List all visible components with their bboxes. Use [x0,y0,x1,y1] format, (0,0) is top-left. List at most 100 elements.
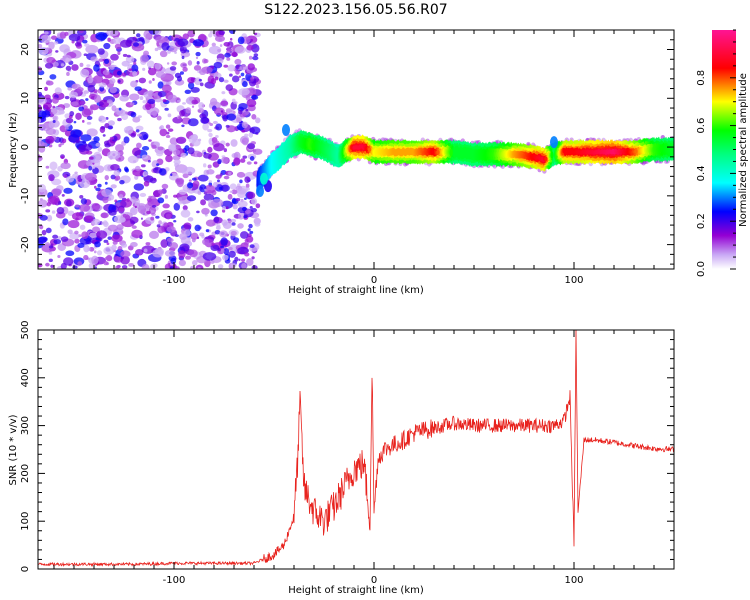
heatmap-blob-cell [550,136,558,149]
heatmap-noise-cell [150,264,156,269]
heatmap-noise-cell [213,216,220,223]
heatmap-noise-cell [106,242,110,246]
heatmap-noise-cell [212,120,218,125]
heatmap-noise-cell [152,249,164,258]
heatmap-noise-cell [54,87,62,95]
heatmap-noise-cell [107,37,111,42]
heatmap-noise-cell [188,179,192,182]
heatmap-noise-cell [93,64,100,72]
heatmap-noise-cell [219,230,228,238]
heatmap-noise-cell [154,62,162,70]
heatmap-noise-cell [223,64,229,68]
heatmap-noise-cell [38,140,45,148]
heatmap-noise-cell [154,47,159,52]
heatmap-noise-cell [104,175,109,181]
heatmap-noise-cell [202,122,209,131]
y-tick-label: -10 [20,188,31,204]
heatmap-noise-cell [45,209,51,213]
heatmap-noise-cell [110,184,117,189]
heatmap-noise-cell [109,86,117,94]
heatmap-ridge-cell [311,142,315,150]
heatmap-noise-cell [191,105,195,108]
heatmap-noise-cell [135,248,144,256]
heatmap-noise-cell [238,88,250,96]
heatmap-noise-cell [211,42,216,47]
heatmap-noise-cell [118,107,122,111]
heatmap-noise-cell [64,95,70,100]
heatmap-noise-cell [85,150,93,155]
heatmap-noise-cell [176,99,181,103]
snr-ticks: -100 0 100 0 100 200 300 400 500 [20,320,675,586]
heatmap-noise-cell [67,87,73,91]
heatmap-noise-cell [249,156,255,161]
heatmap-noise-cell [233,157,241,166]
x-tick-label: 0 [371,275,377,286]
heatmap-noise-cell [147,90,154,97]
heatmap-noise-cell [228,247,233,251]
heatmap-ridge-cell [634,149,638,154]
heatmap-noise-cell [236,171,246,178]
heatmap-noise-cell [97,147,103,153]
heatmap-noise-cell [151,144,157,150]
heatmap-noise-cell [243,197,247,200]
heatmap-noise-cell [156,224,161,228]
heatmap-noise-cell [45,227,52,234]
heatmap-noise-cell [186,195,197,202]
heatmap-noise-cell [109,155,113,160]
heatmap-noise-cell [132,116,141,123]
heatmap-noise-cell [148,195,153,199]
heatmap-noise-cell [104,123,110,129]
heatmap-noise-cell [102,197,109,204]
heatmap-noise-cell [53,239,62,245]
heatmap-noise-cell [177,38,189,47]
heatmap-noise-cell [104,143,111,148]
heatmap-noise-cell [49,161,58,171]
heatmap-noise-cell [117,246,123,251]
heatmap-noise-cell [46,202,51,207]
heatmap-noise-cell [45,135,55,145]
heatmap-noise-cell [71,83,78,89]
heatmap-noise-cell [151,160,159,169]
heatmap-noise-cell [233,237,240,243]
heatmap-noise-cell [56,206,65,215]
heatmap-noise-cell [157,90,167,98]
y-tick-label: 500 [20,320,31,339]
heatmap-noise-cell [173,219,177,223]
heatmap-noise-cell [87,247,91,252]
heatmap-noise-cell [211,198,224,208]
heatmap-noise-cell [80,68,90,78]
heatmap-noise-cell [91,255,99,265]
heatmap-noise-cell [239,231,249,239]
heatmap-noise-cell [122,53,128,58]
heatmap-noise-cell [73,120,77,124]
heatmap-noise-cell [45,47,50,50]
heatmap-noise-cell [48,245,54,249]
heatmap-noise-cell [149,230,159,239]
y-tick-label: 0 [20,566,31,572]
heatmap-noise-cell [199,232,205,237]
heatmap-noise-cell [232,203,238,210]
heatmap-noise-cell [198,102,205,110]
heatmap-noise-cell [215,123,223,131]
heatmap-noise-cell [38,110,47,120]
heatmap-noise-cell [187,76,196,84]
heatmap-noise-cell [179,109,186,117]
heatmap-noise-cell [109,136,115,140]
heatmap-noise-cell [126,54,131,58]
heatmap-noise-cell [104,256,110,260]
heatmap-noise-cell [87,76,94,84]
heatmap-noise-cell [132,168,145,177]
heatmap-noise-cell [226,57,231,61]
y-tick-label: -20 [20,236,31,252]
heatmap-noise-cell [116,70,122,76]
heatmap-noise-cell [237,188,247,195]
heatmap-noise-cell [253,161,258,165]
heatmap-noise-cell [119,179,125,185]
heatmap-noise-cell [44,242,51,250]
heatmap-noise-cell [95,142,101,147]
heatmap-noise-cell [231,222,236,226]
heatmap-noise-cell [96,230,108,239]
heatmap-noise-cell [117,117,122,122]
heatmap-noise-cell [182,173,189,179]
